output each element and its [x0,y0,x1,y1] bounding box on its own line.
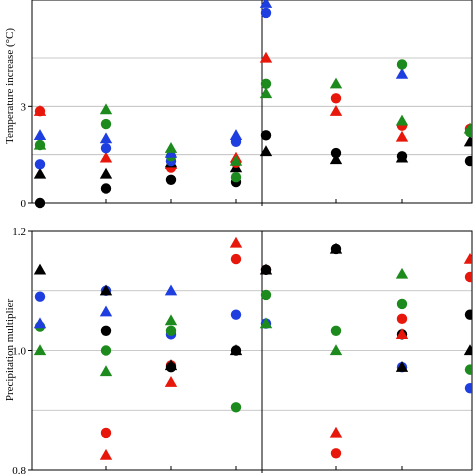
point-triangle-green [259,317,273,329]
point-triangle-blue [99,132,113,144]
point-triangle-black [259,145,273,157]
point-triangle-green [463,122,472,134]
point-triangle-red [259,51,273,63]
point-circle-green [34,139,46,151]
point-triangle-black [329,153,343,165]
point-triangle-black [33,263,47,275]
point-circle-black [330,243,342,255]
point-triangle-green [164,142,178,153]
point-triangle-red [229,236,243,248]
point-triangle-green [329,344,343,356]
data-points [33,236,472,460]
point-triangle-blue [164,284,178,296]
point-triangle-red [99,151,113,163]
point-triangle-black [463,135,472,147]
point-circle-blue [34,291,46,302]
point-triangle-blue [395,67,409,79]
point-circle-blue [230,309,242,320]
precipitation-panel: 0.8 1.0 1.2 Precipitation multiplier [4,226,473,474]
point-circle-green [260,289,272,301]
point-circle-black [464,309,472,320]
point-triangle-red [329,426,343,438]
point-triangle-black [463,344,472,356]
y-tick-label: 0 [21,198,27,210]
temperature-panel: 0 3 Temperature increase (°C) [4,0,473,210]
point-circle-blue [34,159,46,170]
point-circle-green [100,118,112,130]
y-tick-label: 1.2 [12,226,26,238]
point-circle-black [100,325,112,336]
point-triangle-red [463,252,472,264]
point-circle-green [330,325,342,336]
point-circle-green [396,59,408,70]
point-triangle-green [229,154,243,166]
point-triangle-red [99,448,113,460]
point-triangle-blue [229,129,243,140]
point-triangle-red [329,104,343,116]
point-circle-blue [100,143,112,154]
point-circle-red [330,93,342,104]
point-triangle-blue [259,0,273,8]
y-axis-title: Precipitation multiplier [4,298,16,401]
point-triangle-green [395,114,409,126]
point-circle-black [165,174,177,185]
y-axis-title: Temperature increase (°C) [4,28,16,144]
point-circle-green [396,298,408,310]
point-triangle-black [33,167,47,179]
point-triangle-green [164,314,178,326]
point-triangle-black [99,284,113,296]
point-triangle-green [395,267,409,279]
plot-frame [31,0,473,204]
point-triangle-black [395,361,409,372]
point-circle-green [230,402,242,413]
y-tick-label: 1.0 [12,346,26,358]
point-circle-red [330,448,342,459]
point-circle-black [260,130,272,141]
point-circle-green [260,78,272,89]
point-circle-black [396,151,408,162]
point-triangle-green [33,344,47,356]
point-circle-green [464,364,472,375]
point-circle-red [396,313,408,325]
point-triangle-green [329,77,343,89]
point-triangle-red [395,130,409,142]
point-circle-blue [260,7,272,19]
point-circle-black [100,183,112,194]
point-triangle-black [259,263,273,275]
point-triangle-red [33,104,47,116]
y-tick-label: 3 [21,101,27,113]
point-circle-green [165,325,177,336]
point-circle-red [100,427,112,439]
point-circle-black [165,362,177,373]
data-points [33,0,472,209]
point-circle-black [464,155,472,167]
point-triangle-blue [33,317,47,329]
point-triangle-red [164,375,178,387]
point-circle-red [230,253,242,265]
point-circle-green [100,345,112,356]
point-circle-black [330,147,342,159]
point-triangle-black [99,167,113,179]
point-circle-green [230,172,242,183]
point-triangle-green [259,87,273,99]
point-triangle-red [395,328,409,340]
point-triangle-green [99,365,113,377]
point-triangle-blue [33,129,47,140]
point-triangle-green [99,103,113,115]
y-tick-label: 0.8 [12,465,26,474]
point-circle-red [464,271,472,283]
point-triangle-blue [99,305,113,317]
point-triangle-black [229,344,243,356]
point-circle-blue [464,382,472,394]
point-circle-black [34,197,46,209]
